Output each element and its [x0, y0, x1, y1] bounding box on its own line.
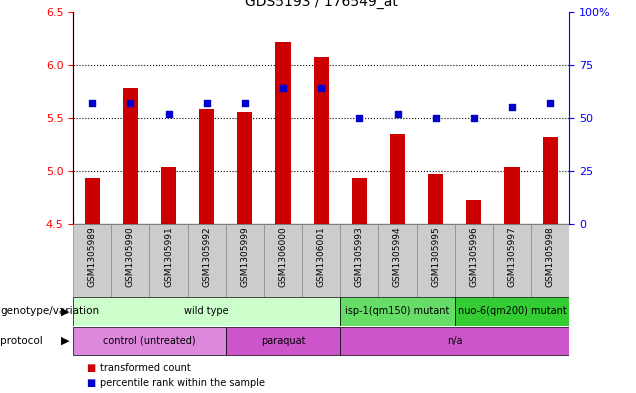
Text: n/a: n/a: [447, 336, 462, 346]
Point: [469, 115, 479, 121]
Bar: [314, 57, 329, 224]
Bar: [73, 327, 226, 355]
Title: GDS5193 / 176549_at: GDS5193 / 176549_at: [245, 0, 398, 9]
Bar: [455, 224, 493, 297]
Bar: [340, 224, 378, 297]
Bar: [378, 224, 417, 297]
Text: transformed count: transformed count: [100, 363, 191, 373]
Text: wild type: wild type: [184, 307, 229, 316]
Point: [87, 100, 97, 106]
Bar: [428, 174, 443, 224]
Text: ■: ■: [86, 378, 95, 387]
Bar: [417, 224, 455, 297]
Bar: [226, 224, 264, 297]
Bar: [73, 224, 111, 297]
Bar: [199, 109, 214, 224]
Bar: [73, 297, 340, 325]
Bar: [543, 137, 558, 224]
Text: GSM1305992: GSM1305992: [202, 226, 211, 287]
Text: ■: ■: [86, 363, 95, 373]
Text: control (untreated): control (untreated): [103, 336, 196, 346]
Bar: [340, 297, 455, 325]
Bar: [493, 224, 531, 297]
Text: protocol: protocol: [0, 336, 43, 346]
Bar: [352, 178, 367, 224]
Point: [125, 100, 135, 106]
Text: GSM1305995: GSM1305995: [431, 226, 440, 287]
Text: GSM1305991: GSM1305991: [164, 226, 173, 287]
Bar: [264, 224, 302, 297]
Bar: [455, 297, 569, 325]
Point: [431, 115, 441, 121]
Point: [278, 85, 288, 91]
Text: paraquat: paraquat: [261, 336, 305, 346]
Point: [202, 100, 212, 106]
Bar: [226, 327, 340, 355]
Text: GSM1305989: GSM1305989: [88, 226, 97, 287]
Text: nuo-6(qm200) mutant: nuo-6(qm200) mutant: [458, 307, 566, 316]
Text: GSM1305993: GSM1305993: [355, 226, 364, 287]
Text: GSM1305999: GSM1305999: [240, 226, 249, 287]
Point: [240, 100, 250, 106]
Text: percentile rank within the sample: percentile rank within the sample: [100, 378, 265, 387]
Text: GSM1305994: GSM1305994: [393, 226, 402, 287]
Bar: [149, 224, 188, 297]
Point: [392, 110, 403, 117]
Bar: [531, 224, 569, 297]
Text: GSM1305998: GSM1305998: [546, 226, 555, 287]
Bar: [85, 178, 100, 224]
Text: ▶: ▶: [62, 336, 70, 346]
Text: GSM1305990: GSM1305990: [126, 226, 135, 287]
Point: [354, 115, 364, 121]
Text: isp-1(qm150) mutant: isp-1(qm150) mutant: [345, 307, 450, 316]
Bar: [466, 200, 481, 224]
Text: genotype/variation: genotype/variation: [0, 307, 99, 316]
Bar: [302, 224, 340, 297]
Text: GSM1305997: GSM1305997: [508, 226, 516, 287]
Point: [316, 85, 326, 91]
Text: ▶: ▶: [62, 307, 70, 316]
Text: GSM1306001: GSM1306001: [317, 226, 326, 287]
Bar: [275, 42, 291, 224]
Bar: [111, 224, 149, 297]
Bar: [161, 167, 176, 224]
Bar: [123, 88, 138, 224]
Bar: [390, 134, 405, 224]
Bar: [188, 224, 226, 297]
Bar: [504, 167, 520, 224]
Point: [163, 110, 174, 117]
Text: GSM1306000: GSM1306000: [279, 226, 287, 287]
Bar: [237, 112, 252, 224]
Bar: [340, 327, 569, 355]
Point: [545, 100, 555, 106]
Point: [507, 104, 517, 110]
Text: GSM1305996: GSM1305996: [469, 226, 478, 287]
